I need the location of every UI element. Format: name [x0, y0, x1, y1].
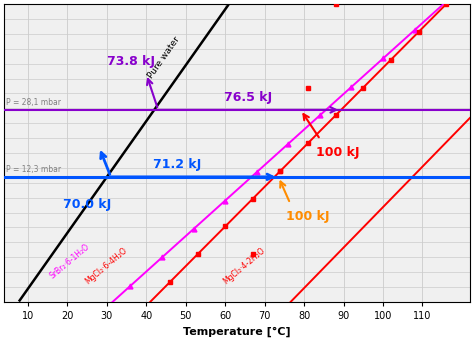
Text: P = 28,1 mbar: P = 28,1 mbar — [6, 98, 61, 107]
Text: 71.2 kJ: 71.2 kJ — [153, 158, 201, 171]
Text: 100 kJ: 100 kJ — [317, 146, 360, 159]
X-axis label: Temperature [°C]: Temperature [°C] — [183, 326, 291, 337]
Text: 100 kJ: 100 kJ — [286, 210, 330, 223]
Text: SrBr₂·6-1H₂O: SrBr₂·6-1H₂O — [47, 242, 91, 280]
Text: P = 12,3 mbar: P = 12,3 mbar — [6, 165, 61, 174]
Text: 76.5 kJ: 76.5 kJ — [224, 91, 272, 104]
Text: 70.0 kJ: 70.0 kJ — [63, 198, 111, 211]
Text: MgCl₂·6-4H₂O: MgCl₂·6-4H₂O — [83, 246, 128, 286]
Text: 73.8 kJ: 73.8 kJ — [107, 55, 155, 68]
Text: Pure water: Pure water — [146, 35, 182, 80]
Text: MgCl₂·4-2H₂O: MgCl₂·4-2H₂O — [221, 246, 266, 286]
